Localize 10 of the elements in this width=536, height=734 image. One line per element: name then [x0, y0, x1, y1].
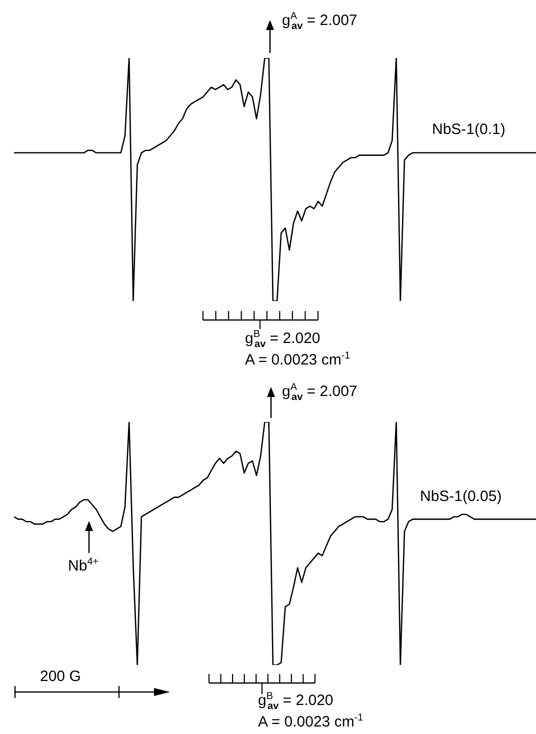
text: 200 G: [40, 668, 81, 686]
text: g$^{A}$$_{av}$ = 2.007: [282, 382, 358, 404]
annotation: NbS-1(0.05): [420, 488, 502, 506]
annotation: NbS-1(0.1): [432, 121, 506, 139]
text: g$^{B}$$_{av}$ = 2.020: [245, 329, 320, 351]
text: g$^{B}$$_{av}$ = 2.020: [258, 691, 334, 713]
text: g$^{A}$$_{av}$ = 2.007: [282, 11, 358, 33]
text: A = 0.0023 cm$^{-1}$: [245, 350, 350, 370]
text: A = 0.0023 cm$^{-1}$: [258, 712, 364, 732]
annotation: Nb$^{4+}$: [68, 556, 99, 576]
